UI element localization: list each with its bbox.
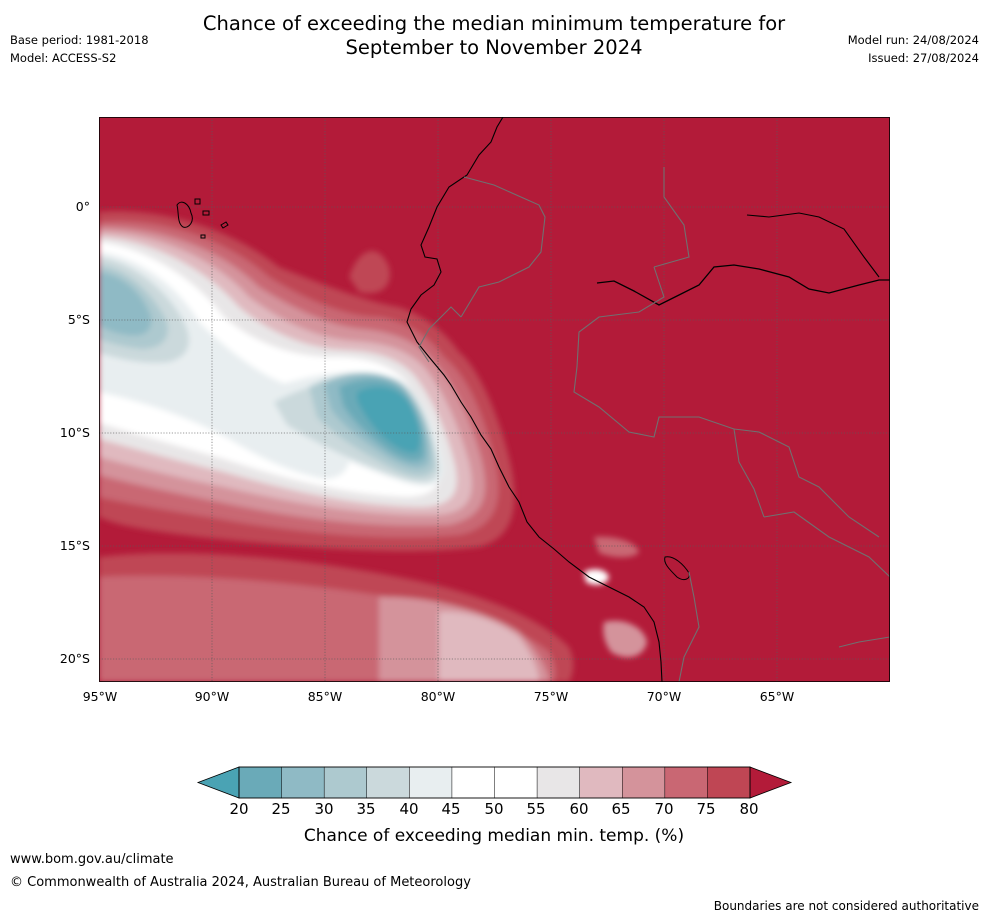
colorbar-label: Chance of exceeding median min. temp. (%… (303, 826, 685, 846)
coastal-patch-50 (584, 569, 609, 585)
anomaly-field (99, 211, 647, 682)
colorbar-tick-65: 65 (611, 800, 631, 818)
lat-label-15s: 15°S (59, 538, 90, 553)
colorbar-tick-80: 80 (739, 800, 759, 818)
colorbar-cell-25 (281, 766, 325, 799)
coastal-patch-60 (603, 620, 647, 658)
colorbar-tick-75: 75 (696, 800, 716, 818)
border-chile-argentina (678, 571, 700, 682)
run-info: Model run: 24/08/2024 Issued: 27/08/2024 (848, 31, 979, 67)
colorbar-cell-55 (536, 766, 581, 799)
border-ecuador-peru (418, 306, 462, 363)
probability-map (99, 117, 890, 682)
border-bolivia (763, 511, 890, 578)
colorbar-frame (238, 766, 751, 799)
country-borders (418, 167, 890, 682)
lat-label-0: 0° (75, 199, 90, 214)
colorbar-tick-25: 25 (271, 800, 291, 818)
colorbar-min-arrow (196, 766, 240, 799)
border-paraguay (838, 636, 890, 648)
galapagos-islands (176, 198, 229, 239)
island-small-2 (202, 210, 210, 216)
colorbar-tick-45: 45 (441, 800, 461, 818)
colorbar-cell-40 (409, 766, 453, 799)
colorbar-max-arrow (749, 766, 793, 799)
colorbar-cells (238, 766, 751, 799)
colorbar-cell-35 (366, 766, 410, 799)
colorbar-tick-35: 35 (356, 800, 376, 818)
title-line-1: Chance of exceeding the median minimum t… (202, 12, 786, 35)
base-period: Base period: 1981-2018 (10, 33, 149, 47)
lon-label-80w: 80°W (420, 689, 456, 704)
colorbar-cell-65 (622, 766, 666, 799)
lat-label-20s: 20°S (59, 651, 90, 666)
lon-label-95w: 95°W (82, 689, 118, 704)
model-run-date: Model run: 24/08/2024 (847, 33, 979, 47)
colorbar-cell-20 (238, 766, 283, 799)
lon-label-85w: 85°W (307, 689, 343, 704)
colorbar-tick-40: 40 (399, 800, 419, 818)
colorbar-tick-50: 50 (484, 800, 504, 818)
lake-titicaca (664, 556, 690, 581)
map-title: Chance of exceeding the median minimum t… (0, 12, 988, 60)
colorbar-tick-30: 30 (314, 800, 334, 818)
border-colombia-venezuela (653, 167, 690, 268)
map-frame (99, 117, 890, 682)
contour-60-south (439, 611, 539, 682)
border-brazil-bolivia (733, 428, 880, 538)
rio-negro (746, 212, 880, 278)
lon-label-90w: 90°W (194, 689, 230, 704)
colorbar-cell-70 (664, 766, 708, 799)
border-colombia-ecuador (460, 176, 546, 318)
issued-date: Issued: 27/08/2024 (868, 51, 979, 65)
island-small-1 (194, 198, 201, 205)
contour-75-north (349, 250, 390, 294)
lon-label-70w: 70°W (646, 689, 682, 704)
copyright-notice: © Commonwealth of Australia 2024, Austra… (10, 875, 471, 890)
lon-label-75w: 75°W (533, 689, 569, 704)
amazon-river (596, 264, 890, 306)
island-small-3 (220, 221, 229, 229)
lat-label-5s: 5°S (67, 312, 90, 327)
title-line-2: September to November 2024 (345, 36, 643, 59)
graticule (99, 117, 890, 682)
colorbar-cell-60 (579, 766, 623, 799)
colorbar-cell-30 (323, 766, 368, 799)
lat-label-10s: 10°S (59, 425, 90, 440)
island-isabela (176, 201, 193, 228)
colorbar-cell-75 (707, 766, 751, 799)
border-peru-brazil (573, 266, 765, 518)
lon-label-65w: 65°W (759, 689, 795, 704)
website-url[interactable]: www.bom.gov.au/climate (10, 852, 174, 867)
colorbar (196, 766, 793, 799)
coastal-patch-70b (594, 536, 639, 558)
contour-30 (99, 272, 152, 336)
coastline (406, 117, 663, 682)
contour-20 (357, 386, 421, 453)
colorbar-tick-60: 60 (569, 800, 589, 818)
colorbar-cell-50 (494, 766, 538, 799)
colorbar-tick-55: 55 (526, 800, 546, 818)
boundaries-disclaimer: Boundaries are not considered authoritat… (713, 899, 979, 913)
island-small-4 (200, 234, 206, 239)
colorbar-tick-70: 70 (654, 800, 674, 818)
model-name: Model: ACCESS-S2 (10, 51, 117, 65)
model-info: Base period: 1981-2018 Model: ACCESS-S2 (10, 31, 149, 67)
colorbar-cell-45 (451, 766, 496, 799)
colorbar-tick-20: 20 (229, 800, 249, 818)
